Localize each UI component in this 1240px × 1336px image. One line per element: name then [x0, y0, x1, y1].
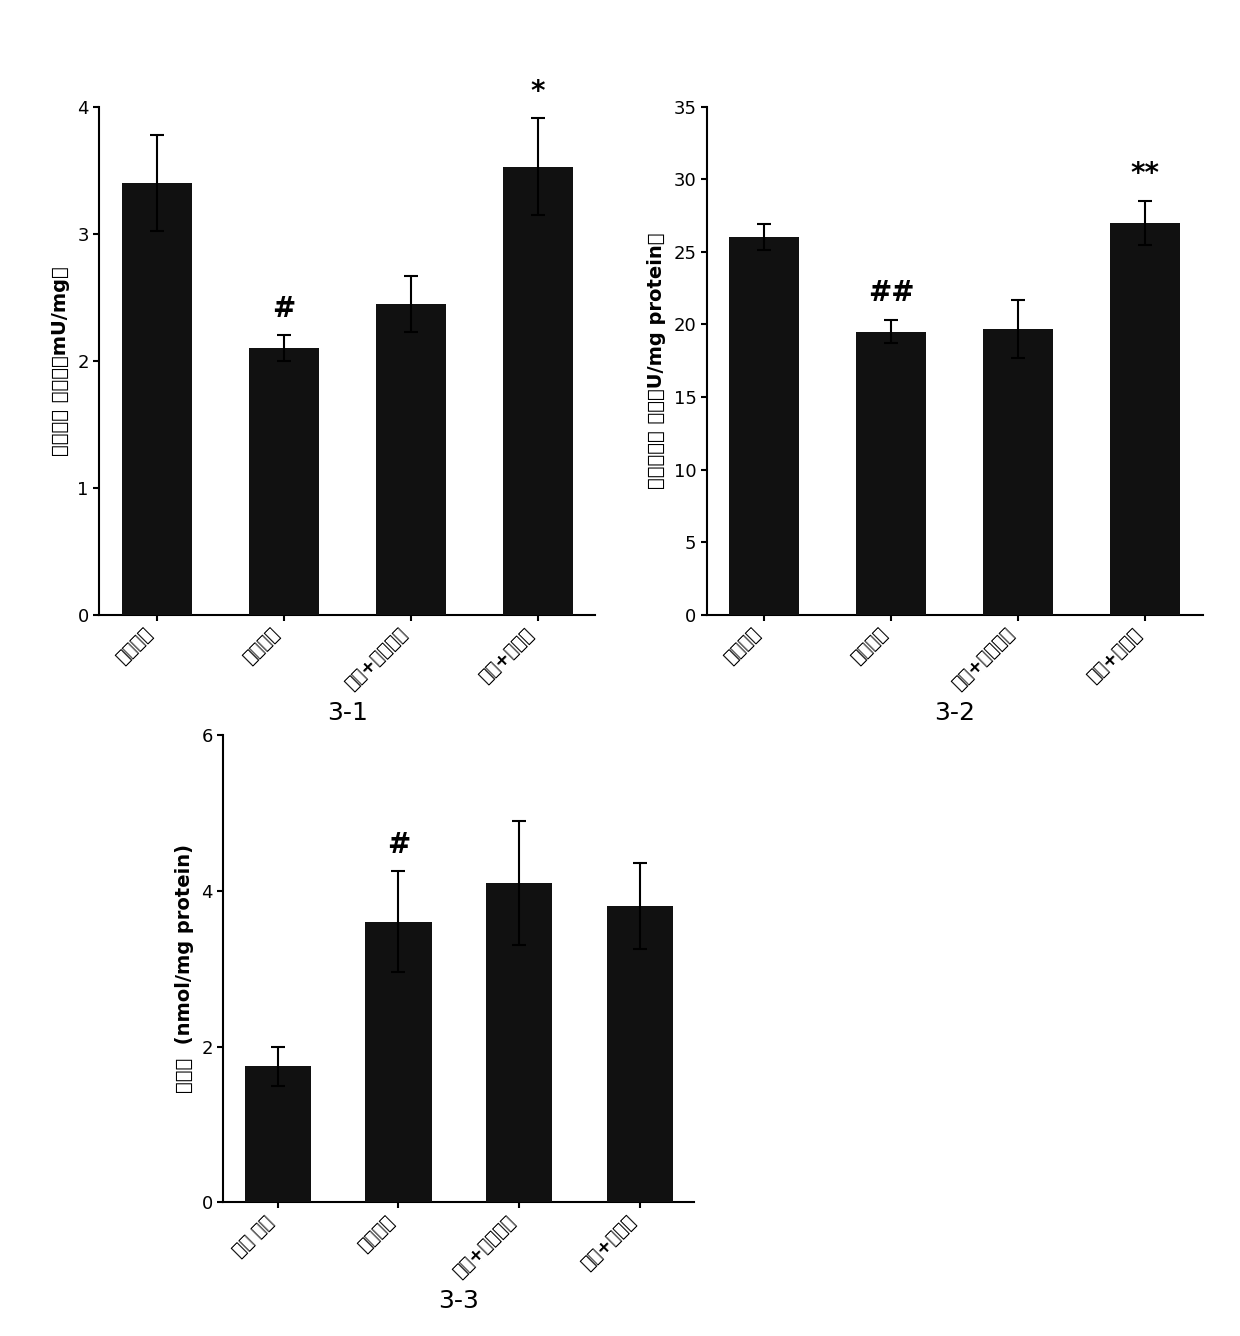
Text: 3-1: 3-1 — [327, 701, 367, 725]
Bar — [983, 329, 1053, 615]
Y-axis label: 丙二醉  (nmol/mg protein): 丙二醉 (nmol/mg protein) — [175, 844, 195, 1093]
Bar — [122, 183, 192, 615]
Bar — [366, 922, 432, 1202]
Text: *: * — [531, 77, 544, 106]
Text: #: # — [387, 831, 410, 859]
Text: 3-3: 3-3 — [439, 1289, 479, 1313]
Text: 3-2: 3-2 — [934, 701, 976, 725]
Y-axis label: 谷胱甘肽 还原醂（mU/mg）: 谷胱甘肽 还原醂（mU/mg） — [51, 266, 71, 456]
Y-axis label: 超氧化物歧 化醂（U/mg protein）: 超氧化物歧 化醂（U/mg protein） — [647, 232, 666, 489]
Text: ##: ## — [868, 279, 915, 307]
Text: #: # — [272, 295, 295, 322]
Bar — [244, 1066, 311, 1202]
Bar — [502, 167, 573, 615]
Bar — [857, 331, 926, 615]
Bar — [376, 303, 445, 615]
Bar — [249, 347, 319, 615]
Text: **: ** — [1131, 160, 1159, 188]
Bar — [486, 883, 552, 1202]
Bar — [729, 238, 800, 615]
Bar — [606, 906, 673, 1202]
Bar — [1110, 223, 1180, 615]
